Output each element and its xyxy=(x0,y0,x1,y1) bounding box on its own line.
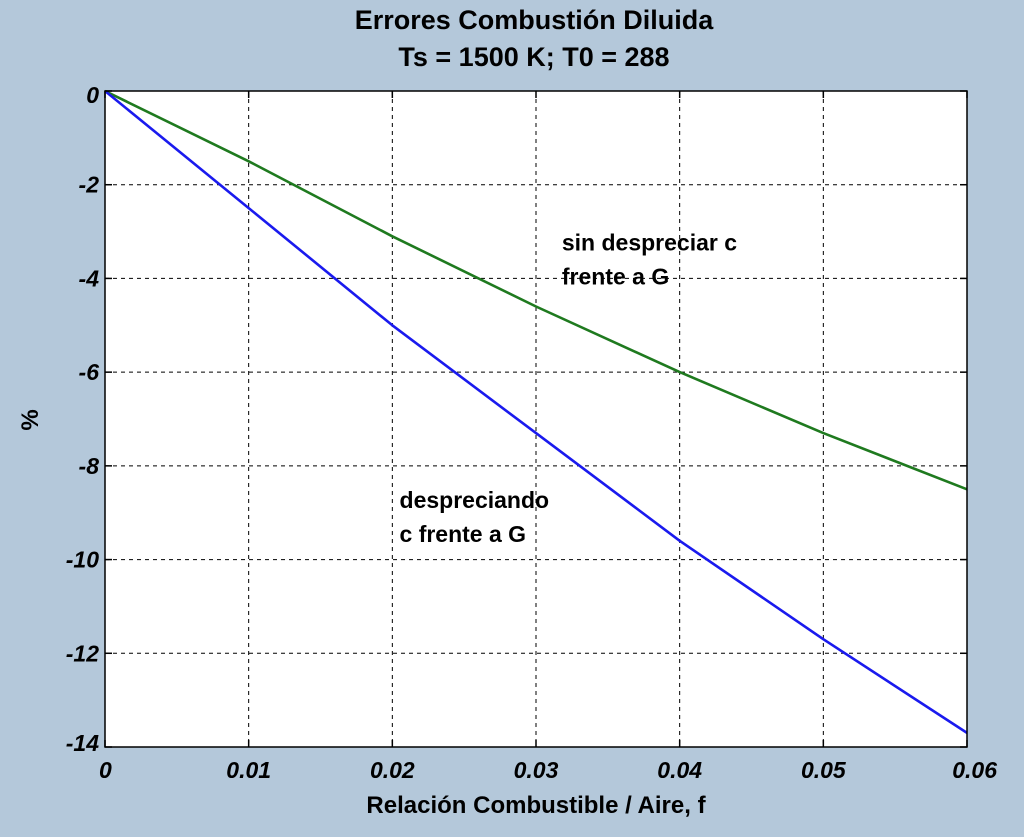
y-tick-label: -6 xyxy=(79,359,100,385)
x-tick-label: 0 xyxy=(99,757,112,783)
series-line-1 xyxy=(104,89,968,491)
x-tick-label: 0.05 xyxy=(801,757,847,783)
x-tick-label: 0.03 xyxy=(514,757,559,783)
chart-subtitle: Ts = 1500 K; T0 = 288 xyxy=(398,42,669,72)
y-tick-label: -14 xyxy=(66,730,99,756)
annotation-1-line-1: sin despreciar c xyxy=(562,229,737,255)
series-layer xyxy=(104,89,968,734)
y-tick-label: -2 xyxy=(79,172,100,198)
x-tick-label: 0.04 xyxy=(657,757,702,783)
x-tick-label: 0.02 xyxy=(370,757,415,783)
x-axis-label: Relación Combustible / Aire, f xyxy=(366,792,706,819)
series-line-2 xyxy=(104,89,968,734)
y-tick-label: 0 xyxy=(86,82,99,108)
annotation-1-line-2: frente a G xyxy=(562,263,669,289)
chart-title: Errores Combustión Diluida xyxy=(355,5,715,35)
x-axis-ticks: 0 0.01 0.02 0.03 0.04 0.05 0.06 xyxy=(99,91,997,783)
x-tick-label: 0.01 xyxy=(226,757,271,783)
x-tick-label: 0.06 xyxy=(952,757,997,783)
y-tick-label: -8 xyxy=(79,453,100,479)
annotation-2-line-1: despreciando xyxy=(400,487,550,513)
y-tick-label: -10 xyxy=(66,547,99,573)
y-tick-label: -12 xyxy=(66,640,99,666)
annotation-2-line-2: c frente a G xyxy=(400,521,527,547)
y-axis-ticks: 0 -2 -4 -6 -8 -10 -12 -14 xyxy=(66,82,967,756)
y-tick-label: -4 xyxy=(79,265,100,291)
y-axis-label: % xyxy=(17,409,44,430)
annotations: sin despreciar c frente a G despreciando c … xyxy=(400,229,738,547)
